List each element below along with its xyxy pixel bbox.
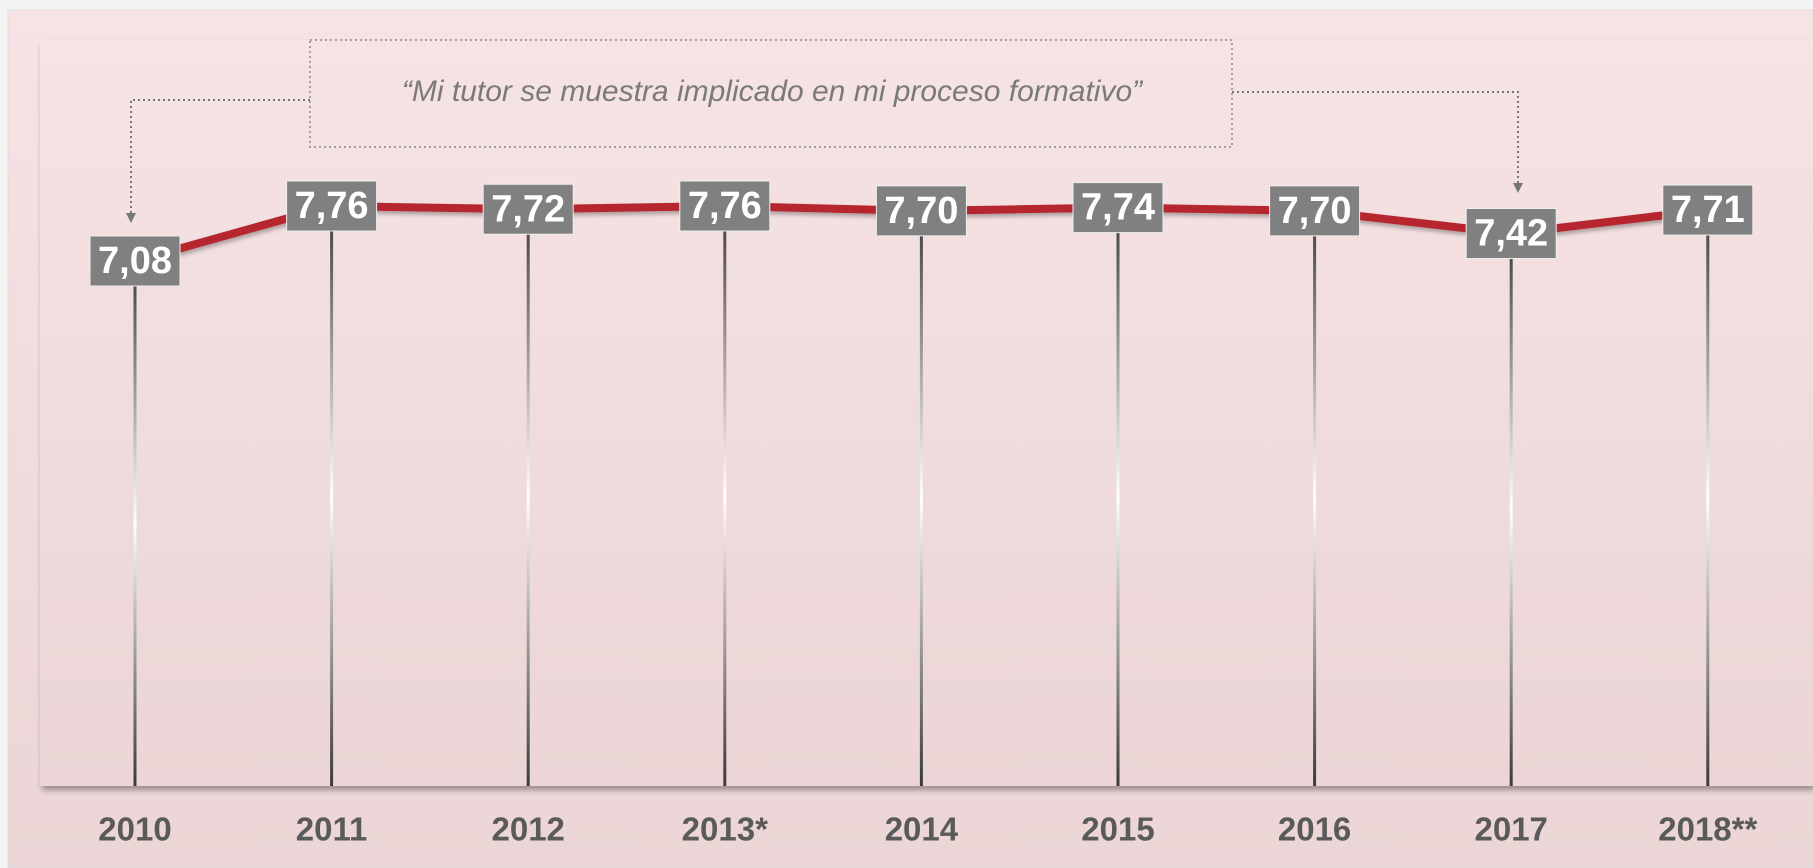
x-tick-label: 2010 [98,811,171,848]
drop-line [919,210,923,787]
data-label: 7,08 [98,240,172,282]
x-tick-label: 2016 [1278,811,1351,848]
x-tick-label: 2012 [491,811,564,848]
data-label: 7,42 [1474,213,1548,255]
plot-area [40,40,1813,786]
drop-line [1706,210,1710,786]
data-label-box [875,185,967,237]
drop-line [1509,233,1513,786]
drop-line [1116,207,1120,786]
data-label-box [1072,182,1164,234]
x-tick-label: 2018** [1658,811,1757,848]
data-label-box [1465,208,1557,259]
annotation-connector [1232,91,1523,193]
data-label: 7,74 [1081,187,1155,229]
drop-line [723,206,727,786]
x-tick-label: 2011 [296,811,368,848]
data-label: 7,72 [491,188,565,230]
drop-line [133,261,137,786]
x-tick-label: 2013* [682,811,768,848]
annotation: “Mi tutor se muestra implicado en mi pro… [402,75,1144,108]
data-label-box [679,180,771,232]
data-label: 7,76 [295,185,369,227]
data-label: 7,70 [1278,190,1352,232]
data-label-box [286,180,378,232]
x-tick-label: 2014 [885,811,959,848]
data-label: 7,71 [1671,189,1745,231]
data-label: 7,76 [688,185,762,227]
drop-line [1313,210,1317,787]
data-label: 7,70 [884,190,958,232]
annotation-box [309,39,1233,148]
data-label-box [482,183,574,235]
drop-line [330,206,334,786]
drop-line [526,209,530,786]
x-tick-label: 2017 [1474,811,1547,848]
data-label-box [1269,185,1361,237]
data-label-box [1662,184,1754,236]
data-label-box [89,235,181,287]
x-tick-label: 2015 [1081,811,1154,848]
